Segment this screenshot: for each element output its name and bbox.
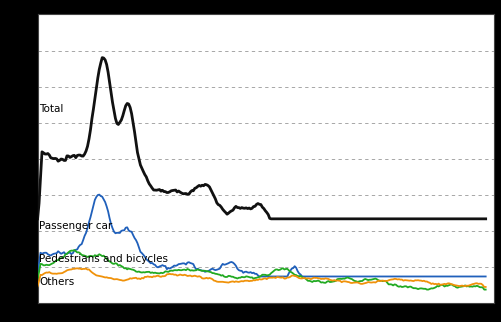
Text: Others: Others [40, 277, 75, 287]
Text: Pedestrians and bicycles: Pedestrians and bicycles [40, 254, 168, 264]
Text: Total: Total [40, 104, 64, 114]
Text: Passenger car: Passenger car [40, 221, 113, 231]
